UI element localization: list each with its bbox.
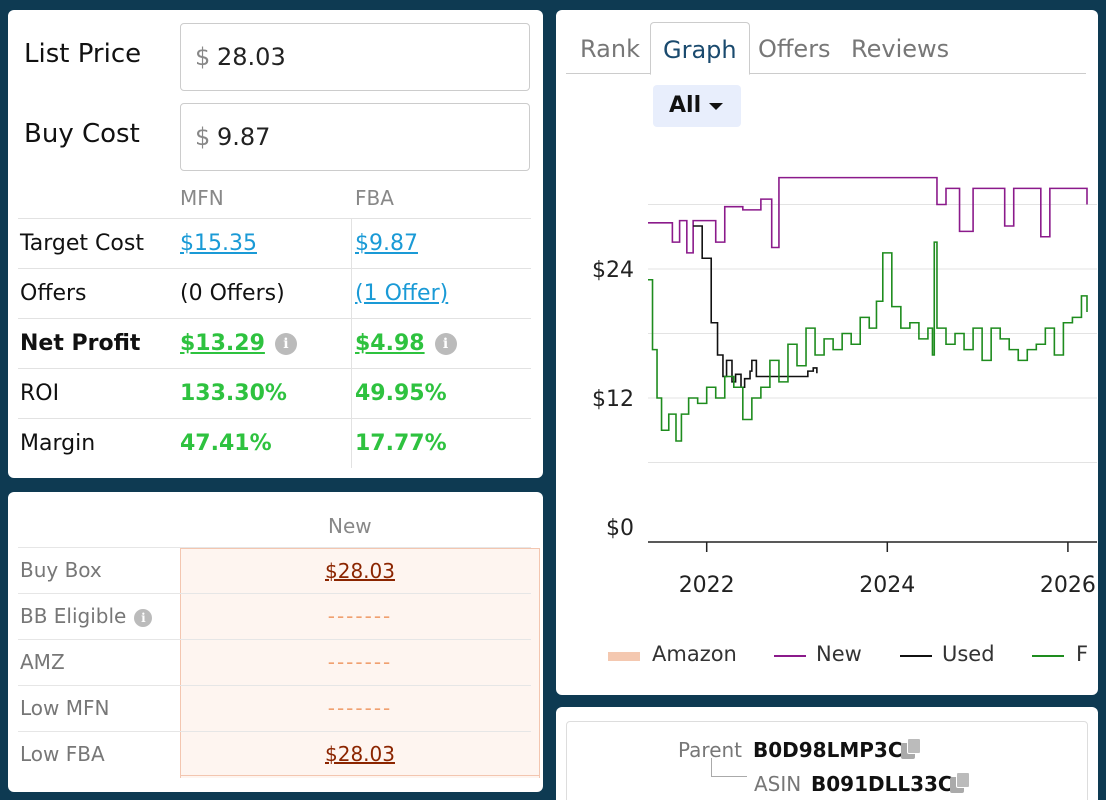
range-dropdown-button[interactable]: All: [653, 85, 741, 127]
amz-value: -------: [327, 650, 393, 674]
table-bottom-border: [180, 775, 540, 776]
amz-cell: -------: [180, 640, 540, 686]
tab-reviews[interactable]: Reviews: [851, 35, 950, 63]
graph-panel: Rank Graph Offers Reviews All $24 $12 $0 20…: [556, 10, 1098, 695]
amz-row: AMZ -------: [18, 639, 540, 686]
copy-icon[interactable]: [901, 738, 925, 760]
x-tick-label: 2022: [679, 573, 735, 598]
margin-label: Margin: [20, 431, 96, 456]
currency-symbol: $: [195, 123, 211, 151]
legend-new[interactable]: New: [816, 642, 862, 666]
buy-cost-input[interactable]: [217, 118, 517, 156]
buy-box-price-link[interactable]: $28.03: [325, 559, 395, 583]
net-profit-mfn-link[interactable]: $13.29: [180, 331, 265, 356]
tab-graph[interactable]: Graph: [650, 22, 750, 75]
margin-fba-value: 17.77%: [355, 431, 447, 456]
graph-tabs: Rank Graph Offers Reviews: [566, 22, 1086, 75]
asin-value: B091DLL33C: [811, 772, 953, 796]
tree-connector: [711, 758, 712, 776]
list-price-input[interactable]: [217, 38, 517, 76]
x-tick-label: 2024: [859, 573, 915, 598]
info-icon[interactable]: i: [134, 608, 153, 627]
roi-row: ROI 133.30% 49.95%: [18, 368, 531, 418]
bb-eligible-value: -------: [327, 604, 393, 628]
bb-eligible-cell: -------: [180, 594, 540, 640]
series-line-new: [648, 176, 1088, 254]
profit-calculator-panel: List Price $ Buy Cost $ MFN FBA Target C…: [8, 10, 543, 478]
info-icon[interactable]: i: [274, 333, 297, 355]
offers-fba-link[interactable]: (1 Offer): [355, 281, 449, 306]
buy-cost-field[interactable]: $: [180, 103, 530, 171]
parent-label: Parent: [678, 738, 743, 762]
tab-offers[interactable]: Offers: [758, 35, 831, 63]
list-price-row: List Price $: [8, 23, 543, 91]
offers-mfn-value: (0 Offers): [180, 281, 285, 306]
fba-column-header: FBA: [355, 186, 394, 210]
legend-swatch-used: [900, 655, 932, 657]
buy-box-row: Buy Box $28.03: [18, 547, 540, 594]
margin-mfn-value: 47.41%: [180, 431, 272, 456]
roi-mfn-value: 133.30%: [180, 381, 287, 406]
net-profit-label: Net Profit: [20, 331, 141, 356]
asin-label: ASIN: [754, 772, 802, 796]
parent-asin-value: B0D98LMP3C: [753, 738, 903, 762]
new-column-header: New: [328, 514, 372, 538]
target-cost-label: Target Cost: [20, 231, 144, 256]
x-tick-label: 2026: [1040, 573, 1096, 598]
list-price-field[interactable]: $: [180, 23, 530, 91]
legend-swatch-new: [774, 655, 806, 657]
roi-fba-value: 49.95%: [355, 381, 447, 406]
asin-box: Parent B0D98LMP3C ASIN B091DLL33C: [566, 721, 1088, 800]
info-icon[interactable]: i: [434, 333, 457, 355]
price-history-chart[interactable]: $24 $12 $0 2022 2024 2026: [556, 10, 1098, 695]
target-cost-fba-link[interactable]: $9.87: [355, 231, 418, 256]
legend-amazon[interactable]: Amazon: [652, 642, 737, 666]
series-line-fba: [648, 241, 1088, 442]
copy-icon[interactable]: [950, 772, 974, 794]
target-cost-row: Target Cost $15.35 $9.87: [18, 218, 531, 268]
net-profit-fba-link[interactable]: $4.98: [355, 331, 425, 356]
legend-swatch-amazon: [608, 652, 640, 661]
currency-symbol: $: [195, 43, 211, 71]
low-mfn-label: Low MFN: [20, 696, 110, 720]
tree-connector: [711, 776, 747, 777]
low-fba-cell: $28.03: [180, 732, 540, 778]
low-mfn-row: Low MFN -------: [18, 685, 540, 732]
caret-down-icon: [709, 102, 724, 110]
low-mfn-value: -------: [327, 696, 393, 720]
mfn-column-header: MFN: [180, 186, 224, 210]
bb-eligible-row: BB Eligible i -------: [18, 593, 540, 640]
offers-row: Offers (0 Offers) (1 Offer): [18, 268, 531, 318]
net-profit-row: Net Profit $13.29 i $4.98 i: [18, 318, 531, 368]
margin-row: Margin 47.41% 17.77%: [18, 418, 531, 468]
buy-box-label: Buy Box: [20, 558, 102, 582]
bb-eligible-label: BB Eligible i: [20, 604, 153, 628]
offers-label: Offers: [20, 281, 87, 306]
legend-swatch-fba: [1032, 655, 1064, 657]
y-tick-label: $24: [592, 258, 634, 283]
y-tick-label: $12: [592, 387, 634, 412]
buy-cost-label: Buy Cost: [24, 119, 140, 149]
list-price-label: List Price: [24, 39, 142, 69]
buy-cost-row: Buy Cost $: [8, 103, 543, 171]
legend-fba[interactable]: FBA: [1076, 642, 1090, 666]
y-tick-label: $0: [606, 516, 634, 541]
series-line-used: [693, 225, 818, 389]
parent-asin-panel: Parent B0D98LMP3C ASIN B091DLL33C: [556, 707, 1098, 800]
roi-label: ROI: [20, 381, 60, 406]
target-cost-mfn-link[interactable]: $15.35: [180, 231, 257, 256]
offers-summary-panel: New Buy Box $28.03 BB Eligible i ------- …: [8, 492, 543, 792]
tab-rank[interactable]: Rank: [580, 35, 640, 63]
column-divider: [351, 218, 352, 468]
low-fba-price-link[interactable]: $28.03: [325, 742, 395, 766]
amz-label: AMZ: [20, 650, 65, 674]
low-mfn-cell: -------: [180, 686, 540, 732]
buy-box-cell: $28.03: [180, 548, 540, 594]
legend-used[interactable]: Used: [942, 642, 995, 666]
low-fba-label: Low FBA: [20, 742, 105, 766]
low-fba-row: Low FBA $28.03: [18, 731, 540, 778]
